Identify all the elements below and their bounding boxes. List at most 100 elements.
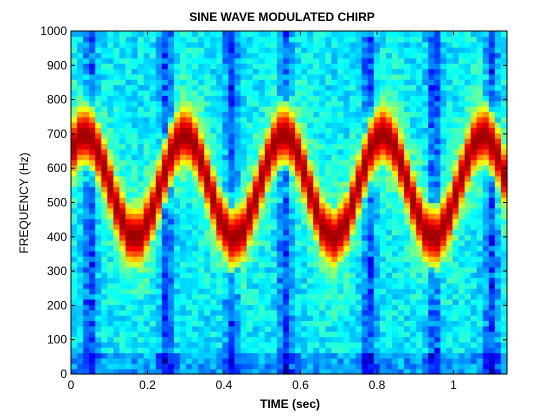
heatmap-cell: [464, 320, 472, 327]
heatmap-cell: [246, 272, 254, 279]
heatmap-cell: [270, 293, 278, 300]
heatmap-cell: [373, 320, 381, 327]
heatmap-cell: [222, 357, 230, 364]
heatmap-cell: [95, 298, 102, 305]
heatmap-cell: [428, 100, 435, 107]
heatmap-cell: [216, 234, 223, 241]
heatmap-cell: [367, 164, 375, 171]
heatmap-cell: [276, 73, 284, 80]
heatmap-cell: [355, 127, 363, 134]
heatmap-cell: [289, 175, 296, 182]
heatmap-cell: [210, 223, 217, 230]
heatmap-cell: [89, 95, 96, 102]
heatmap-cell: [173, 256, 181, 263]
heatmap-cell: [113, 111, 121, 118]
heatmap-cell: [95, 143, 102, 150]
heatmap-cell: [422, 357, 429, 364]
heatmap-cell: [434, 315, 441, 322]
heatmap-cell: [113, 357, 121, 364]
heatmap-cell: [301, 148, 308, 155]
heatmap-cell: [186, 106, 193, 112]
heatmap-cell: [264, 41, 272, 48]
heatmap-cell: [428, 181, 435, 188]
heatmap-cell: [482, 325, 490, 332]
heatmap-cell: [331, 341, 339, 348]
heatmap-cell: [101, 159, 108, 166]
heatmap-cell: [343, 138, 351, 145]
heatmap-cell: [137, 89, 145, 96]
heatmap-cell: [107, 186, 114, 193]
heatmap-cell: [458, 159, 466, 166]
heatmap-cell: [77, 36, 84, 43]
heatmap-cell: [385, 41, 393, 48]
heatmap-cell: [458, 347, 466, 354]
heatmap-cell: [276, 202, 284, 209]
heatmap-cell: [246, 245, 254, 252]
heatmap-cell: [167, 175, 175, 182]
heatmap-cell: [331, 320, 339, 327]
heatmap-cell: [192, 175, 199, 182]
heatmap-cell: [125, 41, 133, 48]
heatmap-cell: [246, 122, 254, 129]
heatmap-cell: [446, 122, 454, 129]
heatmap-cell: [125, 315, 133, 322]
heatmap-cell: [337, 282, 345, 289]
heatmap-cell: [337, 325, 345, 332]
heatmap-cell: [319, 331, 326, 338]
heatmap-cell: [258, 336, 266, 343]
heatmap-cell: [458, 127, 466, 134]
heatmap-cell: [234, 127, 242, 134]
heatmap-cell: [186, 347, 193, 354]
heatmap-cell: [476, 266, 484, 273]
heatmap-cell: [113, 293, 121, 300]
x-tick-label: 0.4: [216, 378, 233, 392]
heatmap-cell: [83, 159, 90, 166]
heatmap-cell: [71, 100, 78, 107]
heatmap-cell: [131, 357, 139, 364]
heatmap-cell: [325, 164, 332, 171]
heatmap-cell: [307, 84, 314, 91]
heatmap-cell: [198, 363, 205, 370]
heatmap-cell: [155, 357, 163, 364]
heatmap-cell: [470, 298, 478, 305]
heatmap-cell: [95, 41, 102, 48]
heatmap-cell: [325, 111, 332, 118]
heatmap-cell: [440, 138, 448, 145]
heatmap-cell: [301, 154, 308, 161]
heatmap-cell: [125, 298, 133, 305]
heatmap-cell: [488, 325, 496, 332]
heatmap-cell: [446, 41, 454, 48]
heatmap-cell: [71, 138, 78, 145]
heatmap-cell: [83, 315, 90, 322]
heatmap-cell: [77, 191, 84, 198]
heatmap-cell: [83, 309, 90, 316]
heatmap-cell: [488, 159, 496, 166]
heatmap-cell: [252, 111, 260, 118]
heatmap-cell: [325, 127, 332, 134]
heatmap-cell: [89, 234, 96, 241]
heatmap-cell: [264, 277, 272, 284]
heatmap-cell: [379, 106, 387, 112]
heatmap-cell: [95, 341, 102, 348]
heatmap-cell: [325, 148, 332, 155]
heatmap-cell: [173, 127, 181, 134]
heatmap-cell: [240, 164, 248, 171]
heatmap-cell: [107, 170, 114, 177]
heatmap-cell: [125, 368, 133, 375]
heatmap-cell: [186, 331, 193, 338]
heatmap-cell: [125, 250, 133, 257]
heatmap-cell: [319, 79, 326, 86]
heatmap-cell: [107, 256, 114, 263]
heatmap-cell: [125, 143, 133, 150]
heatmap-cell: [416, 218, 423, 225]
heatmap-cell: [319, 315, 326, 322]
heatmap-cell: [470, 170, 478, 177]
heatmap-cell: [192, 357, 199, 364]
heatmap-cell: [216, 240, 223, 246]
heatmap-cell: [149, 100, 157, 107]
heatmap-cell: [416, 73, 423, 80]
heatmap-cell: [470, 122, 478, 129]
heatmap-cell: [452, 256, 460, 263]
heatmap-cell: [125, 127, 133, 134]
heatmap-cell: [276, 170, 284, 177]
